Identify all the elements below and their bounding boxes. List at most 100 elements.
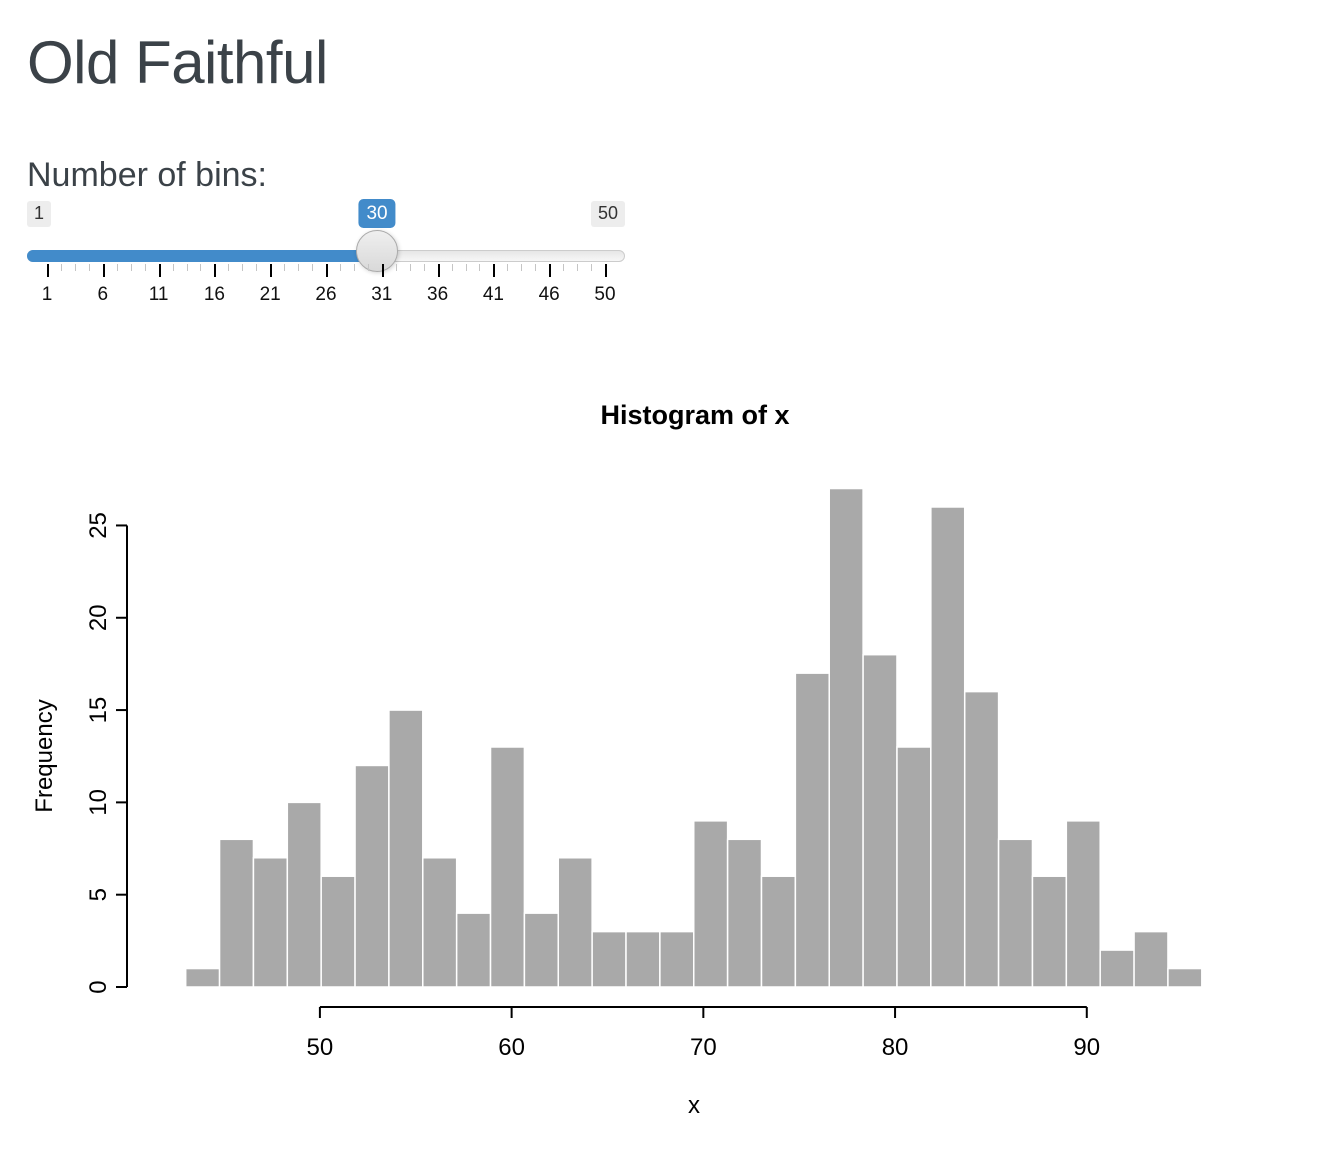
slider-value-badge: 30 [358, 198, 396, 229]
histogram-bar [930, 506, 966, 988]
histogram-bar [1167, 967, 1203, 988]
histogram-bar [726, 838, 763, 988]
histogram-bar [760, 875, 797, 988]
slider-grid-tick-major [437, 263, 440, 277]
slider-grid-tick-major [214, 263, 217, 277]
slider-grid-label: 6 [97, 283, 109, 305]
slider-grid-tick-minor [144, 263, 146, 271]
x-axis-tick-label: 80 [882, 1034, 909, 1061]
slider-filled-bar [27, 249, 378, 262]
histogram-bar [184, 967, 221, 988]
slider-grid-tick-major [381, 263, 384, 277]
slider-grid-tick-minor [200, 263, 202, 271]
histogram-bar [1065, 819, 1101, 988]
histogram-bar [286, 801, 322, 988]
slider-grid-tick-minor [563, 263, 565, 271]
slider-grid-tick-minor [535, 263, 537, 271]
slider-grid-label: 46 [538, 283, 560, 305]
slider-min-badge: 1 [27, 200, 52, 227]
slider-grid-tick-minor [577, 263, 579, 271]
slider-grid-tick-minor [591, 263, 593, 271]
slider-grid-tick-minor [60, 263, 62, 271]
y-axis-tick-label: 0 [85, 980, 112, 993]
slider-grid-tick-minor [88, 263, 90, 271]
slider-grid-tick-minor [228, 263, 230, 271]
histogram-plot: Histogram of x 0 5 10 15 20 25 Frequency 50 60 70 8… [31, 400, 1203, 1119]
histogram-bar [997, 838, 1034, 988]
x-axis-tick-label: 70 [690, 1034, 717, 1061]
bins-slider[interactable]: 1 50 30 1 6 11 16 21 26 31 36 41 46 50 [27, 196, 625, 308]
histogram-bar [455, 912, 492, 988]
slider-grid-tick-minor [451, 263, 453, 271]
histogram-bar [862, 653, 898, 988]
slider-max-badge: 50 [590, 200, 625, 227]
histogram-bar [659, 930, 695, 988]
slider-grid-label: 41 [482, 283, 504, 305]
slider-grid-tick-minor [74, 263, 76, 271]
slider-handle[interactable] [356, 229, 399, 272]
histogram-bar [422, 856, 458, 988]
y-axis-tick-label: 15 [85, 697, 112, 724]
slider-grid-tick-major [102, 263, 105, 277]
bins-slider-control: Number of bins: 1 50 30 1 6 11 16 21 26 31 36 41… [27, 155, 1326, 308]
slider-grid-label: 26 [315, 283, 337, 305]
histogram-plot-container: Histogram of x 0 5 10 15 20 25 Frequency 50 60 70 8… [0, 380, 1326, 1135]
slider-label: Number of bins: [27, 156, 267, 194]
slider-grid-tick-minor [395, 263, 397, 271]
slider-grid-label: 50 [594, 283, 616, 305]
histogram-bar [591, 930, 627, 988]
slider-grid-tick-major [493, 263, 496, 277]
y-axis-tick-label: 20 [85, 604, 112, 631]
y-axis-label: Frequency [31, 699, 58, 812]
slider-grid-tick-minor [284, 263, 286, 271]
slider-grid-tick-major [326, 263, 328, 277]
slider-grid-tick-major [270, 263, 273, 277]
histogram-bar [252, 856, 289, 988]
slider-grid-label: 31 [371, 283, 393, 305]
page-title: Old Faithful [27, 29, 328, 96]
slider-grid-tick-major [549, 263, 552, 277]
slider-grid-tick-minor [172, 263, 174, 271]
histogram-bar [523, 912, 560, 988]
slider-grid-tick-minor [298, 263, 300, 271]
x-axis-tick-label: 90 [1073, 1034, 1100, 1061]
slider-grid-tick-minor [312, 263, 314, 271]
slider-grid-tick-minor [339, 263, 341, 271]
slider-grid-label: 36 [427, 283, 449, 305]
histogram-bar [828, 487, 864, 988]
slider-grid-tick-minor [242, 263, 244, 271]
histogram-bar [1031, 875, 1068, 988]
histogram-bar [489, 746, 526, 988]
histogram-bar [963, 690, 1000, 988]
slider-grid-tick-minor [521, 263, 523, 271]
histogram-bar [388, 709, 424, 988]
slider-grid: 1 6 11 16 21 26 31 36 41 46 50 [42, 263, 616, 308]
y-axis-tick-label: 10 [85, 789, 112, 816]
slider-grid-label: 16 [203, 283, 225, 305]
histogram-bar [218, 838, 255, 988]
histogram-bar [320, 875, 356, 988]
histogram-bar [896, 746, 932, 988]
slider-grid-tick-minor [130, 263, 132, 271]
slider-grid-tick-minor [507, 263, 509, 271]
histogram-bar [557, 856, 593, 988]
histogram-bar [354, 764, 390, 988]
slider-grid-label: 1 [41, 283, 53, 305]
y-axis-tick-label: 25 [85, 512, 112, 539]
y-axis-tick-label: 5 [85, 888, 112, 901]
slider-grid-tick-minor [409, 263, 411, 271]
x-axis-tick-label: 50 [307, 1034, 334, 1061]
slider-grid-tick-minor [465, 263, 467, 271]
histogram-bar [693, 819, 729, 988]
histogram-bar [625, 930, 661, 988]
chart-title: Histogram of x [600, 400, 789, 430]
histogram-bar [794, 672, 830, 988]
x-axis-tick-label: 60 [498, 1034, 525, 1061]
slider-grid-tick-minor [116, 263, 118, 271]
slider-grid-tick-minor [423, 263, 425, 271]
slider-grid-tick-minor [479, 263, 481, 271]
slider-grid-tick-major [158, 263, 161, 277]
slider-grid-tick-minor [353, 263, 355, 271]
slider-grid-tick-minor [367, 263, 369, 271]
